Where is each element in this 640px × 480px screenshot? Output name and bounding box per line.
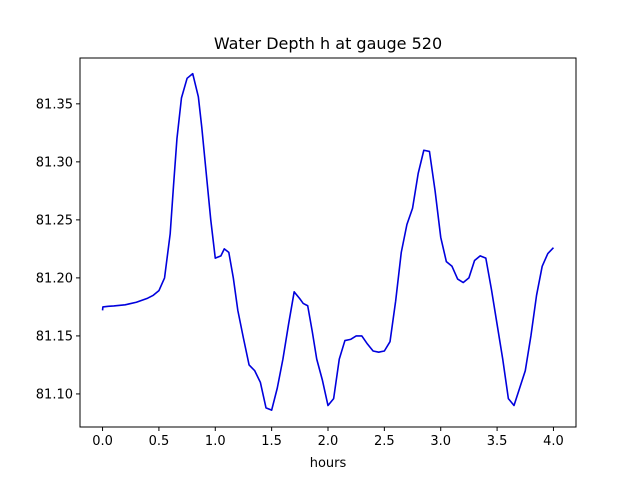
x-tick-label: 1.5 bbox=[261, 434, 282, 449]
chart-title: Water Depth h at gauge 520 bbox=[214, 34, 442, 53]
x-tick-label: 0.0 bbox=[92, 434, 113, 449]
y-tick-label: 81.35 bbox=[36, 97, 73, 112]
x-tick-label: 0.5 bbox=[149, 434, 170, 449]
plot-area: 0.0 0.5 1.0 1.5 2.0 2.5 3.0 3.5 4.0 81.10 81.15 81.… bbox=[36, 57, 577, 449]
x-axis-label: hours bbox=[310, 456, 347, 471]
y-tick-label: 81.30 bbox=[36, 155, 73, 170]
x-tick-label: 3.0 bbox=[430, 434, 451, 449]
y-tick-label: 81.20 bbox=[36, 271, 73, 286]
y-tick-label: 81.25 bbox=[36, 213, 73, 228]
y-tick-label: 81.15 bbox=[36, 329, 73, 344]
series-line-0 bbox=[101, 72, 555, 411]
x-tick-label: 1.0 bbox=[205, 434, 226, 449]
y-tick-label: 81.10 bbox=[36, 387, 73, 402]
x-tick-label: 3.5 bbox=[487, 434, 508, 449]
x-tick-label: 2.5 bbox=[374, 434, 395, 449]
x-tick-label: 4.0 bbox=[543, 434, 564, 449]
x-tick-label: 2.0 bbox=[318, 434, 339, 449]
